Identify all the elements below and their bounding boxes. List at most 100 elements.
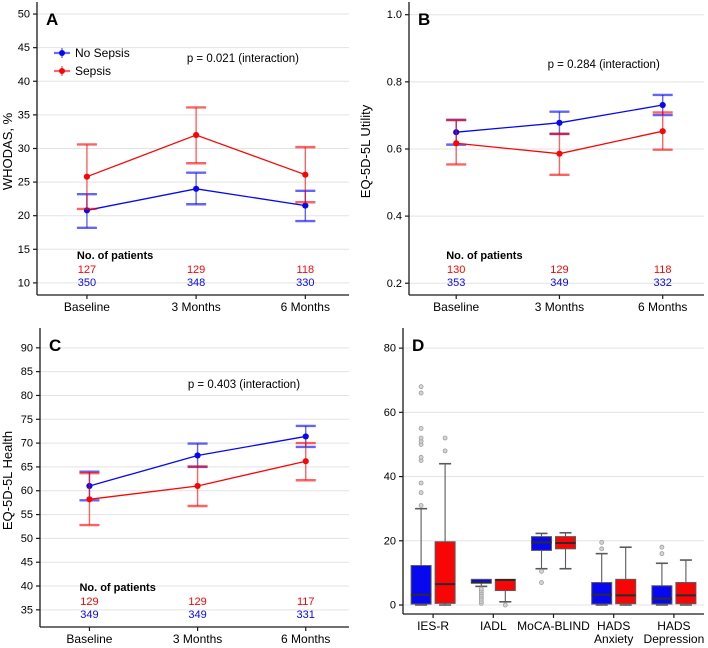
y-tick-label: 0	[390, 600, 396, 612]
outlier-point	[418, 426, 424, 431]
patients-count: 129	[550, 264, 568, 276]
series-no-sepsis	[76, 171, 316, 229]
x-axis-labels: Baseline 3 Months 6 Months	[433, 300, 687, 314]
patients-count: 353	[447, 277, 465, 289]
y-tick-label: 65	[21, 461, 33, 473]
patients-header: No. of patients	[77, 250, 153, 262]
patients-table: No. of patients 130 129 118 353 349 332	[446, 250, 672, 289]
outlier-point	[599, 539, 605, 545]
y-tick-label: 20	[384, 535, 396, 547]
series-sepsis	[79, 441, 316, 527]
patients-count: 349	[188, 609, 206, 621]
boxes-sepsis	[434, 435, 697, 608]
panel-c-eq5d-health: 35 40 45 50 55 60 65 70 75 80 85 90 Baseline 3 Months…	[0, 324, 354, 648]
x-tick-label: 3 Months	[171, 300, 220, 314]
patients-count: 129	[188, 596, 206, 608]
x-axis-labels: IES-R IADL MoCA-BLIND HADSAnxietyHADSDepres…	[417, 619, 704, 646]
outlier-point	[418, 503, 424, 508]
y-tick-label: 40	[18, 76, 30, 88]
panel-b-chart: 0.2 0.4 0.6 0.8 1.0 Baseline 3 Months 6 Months E…	[358, 2, 704, 314]
patients-header: No. of patients	[79, 582, 155, 594]
y-tick-label: 60	[21, 485, 33, 497]
outlier-point	[502, 602, 508, 608]
panel-letter: C	[49, 336, 61, 355]
outlier-point	[599, 546, 605, 552]
x-tick-label: 3 Months	[173, 632, 222, 646]
outlier-point	[418, 435, 424, 441]
patients-count: 118	[297, 264, 315, 276]
x-tick-label: 6 Months	[281, 300, 330, 314]
y-tick-label: 90	[21, 342, 33, 354]
outlier-point	[659, 544, 665, 550]
axes: 0.2 0.4 0.6 0.8 1.0	[387, 2, 704, 299]
y-tick-label: 25	[18, 177, 30, 189]
p-value-annotation: p = 0.403 (interaction)	[188, 379, 300, 391]
p-value-annotation: p = 0.021 (interaction)	[187, 53, 299, 65]
patients-count: 118	[654, 264, 672, 276]
y-tick-label: 40	[384, 471, 396, 483]
x-tick-label: MoCA-BLIND	[517, 619, 590, 633]
panel-a-chart: 10 15 20 25 30 35 40 45 50 Baseline 3 Months 6 Mont…	[0, 2, 349, 314]
y-tick-label: 20	[18, 210, 30, 222]
outlier-point	[659, 551, 665, 557]
series-sepsis	[76, 106, 316, 211]
panel-letter: D	[412, 336, 424, 355]
patients-count: 331	[297, 609, 315, 621]
panel-letter: A	[46, 10, 58, 29]
y-axis-title: EQ-5D-5L Health	[0, 431, 15, 530]
panel-letter: B	[418, 10, 430, 29]
y-tick-label: 10	[18, 277, 30, 289]
panel-b-eq5d-utility: 0.2 0.4 0.6 0.8 1.0 Baseline 3 Months 6 Months E…	[354, 0, 708, 324]
patients-count: 349	[80, 609, 98, 621]
y-tick-label: 80	[384, 343, 396, 355]
x-tick-label: 6 Months	[638, 300, 687, 314]
outlier-point	[418, 490, 424, 496]
outlier-point	[442, 448, 448, 454]
axes: 0 20 40 60 80	[384, 328, 704, 618]
gridlines	[403, 347, 704, 606]
patients-count: 349	[550, 277, 568, 289]
patients-count: 330	[296, 277, 314, 289]
y-tick-label: 70	[21, 438, 33, 450]
series-sepsis	[446, 111, 673, 177]
y-tick-label: 0.2	[387, 278, 402, 290]
y-tick-label: 60	[384, 407, 396, 419]
y-tick-label: 85	[21, 366, 33, 378]
y-tick-label: 35	[18, 109, 30, 121]
outlier-point	[418, 454, 424, 460]
y-tick-label: 45	[18, 42, 30, 54]
outlier-point	[418, 390, 424, 396]
x-tick-label: Baseline	[66, 632, 112, 646]
axes: 10 15 20 25 30 35 40 45 50	[18, 2, 349, 299]
patients-count: 130	[447, 264, 465, 276]
p-value-annotation: p = 0.284 (interaction)	[548, 59, 660, 71]
panel-d-boxplots: 0 20 40 60 80 IES-R IADL MoCA-BLIND HADS Anxiety H…	[354, 324, 708, 648]
x-tick-label: Baseline	[64, 300, 110, 314]
y-tick-label: 35	[21, 604, 33, 616]
x-axis-labels: Baseline 3 Months 6 Months	[64, 300, 330, 314]
outlier-point	[418, 480, 424, 486]
y-tick-label: 80	[21, 390, 33, 402]
patients-header: No. of patients	[446, 250, 522, 262]
y-tick-label: 1.0	[387, 9, 402, 21]
x-tick-label: Baseline	[433, 300, 479, 314]
patients-count: 350	[78, 277, 96, 289]
outlier-point	[539, 580, 544, 585]
patients-table: No. of patients 129 129 117 349 349 331	[79, 582, 314, 621]
y-tick-label: 0.6	[387, 143, 402, 155]
axes: 35 40 45 50 55 60 65 70 75 80 85 90	[21, 328, 349, 631]
outlier-point	[442, 435, 448, 441]
y-tick-label: 45	[21, 557, 33, 569]
outlier-point	[418, 384, 424, 390]
y-tick-label: 30	[18, 143, 30, 155]
patients-count: 129	[80, 596, 98, 608]
patients-count: 127	[78, 264, 96, 276]
x-axis-labels: Baseline 3 Months 6 Months	[66, 632, 330, 646]
y-tick-label: 55	[21, 509, 33, 521]
patients-count: 348	[187, 277, 205, 289]
x-tick-label: HADS	[597, 619, 630, 633]
y-tick-label: 0.8	[387, 76, 402, 88]
x-tick-label: Anxiety	[594, 632, 633, 646]
x-tick-label: 6 Months	[281, 632, 330, 646]
